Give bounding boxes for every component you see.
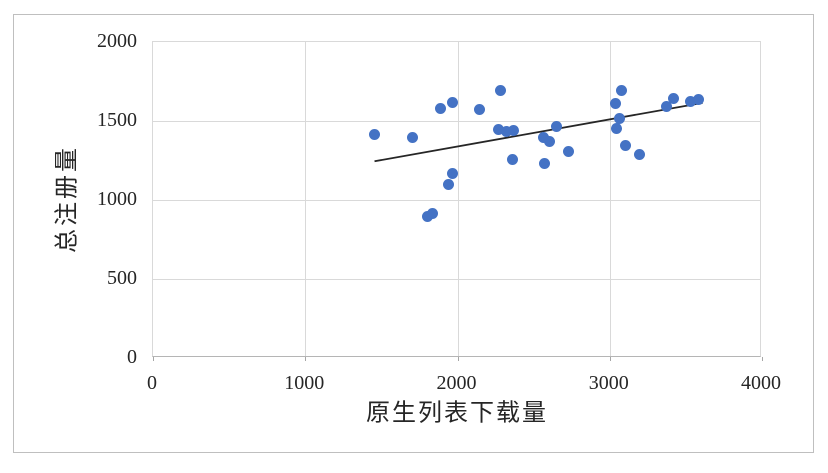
data-point	[684, 95, 696, 107]
x-axis-tick-mark	[762, 357, 763, 361]
data-point	[446, 168, 458, 180]
data-point	[494, 84, 506, 96]
gridline-horizontal	[153, 121, 760, 122]
y-axis-tick-label: 2000	[97, 30, 137, 52]
gridline-vertical	[457, 42, 459, 356]
data-point	[435, 102, 447, 114]
data-point	[620, 139, 632, 151]
x-axis-tick-label: 1000	[284, 372, 325, 394]
data-point	[538, 158, 550, 170]
data-point	[615, 85, 627, 97]
x-axis-tick-label: 0	[147, 372, 157, 394]
data-point	[538, 132, 550, 144]
data-point	[442, 178, 454, 190]
gridline-horizontal	[153, 200, 760, 201]
data-point	[668, 93, 680, 105]
gridline-horizontal	[153, 279, 760, 280]
data-point	[609, 98, 621, 110]
data-point	[506, 154, 518, 166]
data-point	[426, 207, 438, 219]
gridline-vertical	[305, 42, 307, 356]
data-point	[493, 124, 505, 136]
gridline-vertical	[609, 42, 611, 356]
data-point	[508, 124, 520, 136]
data-point	[614, 113, 626, 125]
x-axis-tick-mark	[609, 357, 611, 361]
data-point	[474, 103, 486, 115]
y-axis-tick-label: 0	[127, 346, 137, 368]
data-point	[369, 128, 381, 140]
data-point	[660, 101, 672, 113]
trendline	[374, 101, 703, 163]
plot-area	[152, 41, 763, 361]
data-point	[563, 145, 575, 157]
x-axis-tick-mark	[305, 357, 307, 361]
data-point	[550, 121, 562, 133]
x-axis-tick-label: 3000	[588, 372, 629, 394]
x-axis-tick-mark	[457, 357, 459, 361]
y-axis-tick-label: 500	[107, 267, 137, 289]
data-point	[611, 123, 623, 135]
data-point	[501, 125, 513, 137]
data-point	[692, 94, 704, 106]
y-axis-tick-label: 1000	[97, 188, 137, 210]
y-axis-tick-label: 1500	[97, 109, 137, 131]
x-axis-title: 原生列表下载量	[366, 400, 548, 427]
x-axis-tick-label: 4000	[741, 372, 781, 394]
chart-border	[13, 14, 814, 453]
data-point	[407, 132, 419, 144]
x-axis-tick-mark	[153, 357, 154, 361]
data-point	[447, 96, 459, 108]
data-point	[544, 136, 556, 148]
x-axis-tick-label: 2000	[436, 372, 477, 394]
data-point	[633, 148, 645, 160]
